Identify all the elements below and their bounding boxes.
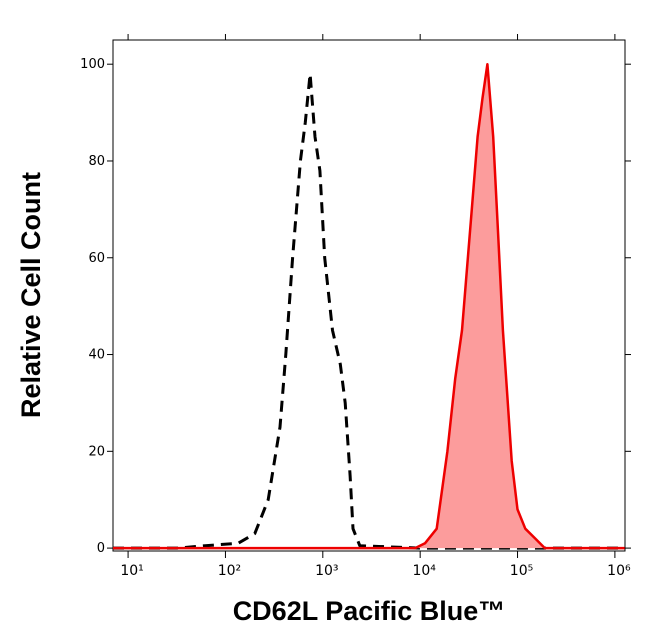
x-axis-title: CD62L Pacific Blue™ <box>233 596 506 626</box>
y-axis-title: Relative Cell Count <box>16 172 46 418</box>
x-tick-label: 10⁴ <box>412 563 436 579</box>
y-tick-label: 20 <box>88 444 105 459</box>
y-tick-label: 40 <box>88 348 105 363</box>
y-tick-label: 100 <box>80 57 105 72</box>
x-tick-label: 10⁵ <box>510 563 533 579</box>
plot-frame <box>112 39 626 552</box>
series-line <box>113 62 625 550</box>
y-tick-label: 80 <box>88 154 105 169</box>
x-tick-label: 10¹ <box>120 563 143 579</box>
x-tick-label: 10⁶ <box>607 563 631 579</box>
y-tick-label: 60 <box>88 251 105 266</box>
x-tick-label: 10² <box>218 563 241 579</box>
series-line <box>113 72 625 550</box>
y-tick-label: 0 <box>97 541 105 556</box>
x-tick-label: 10³ <box>315 563 338 579</box>
